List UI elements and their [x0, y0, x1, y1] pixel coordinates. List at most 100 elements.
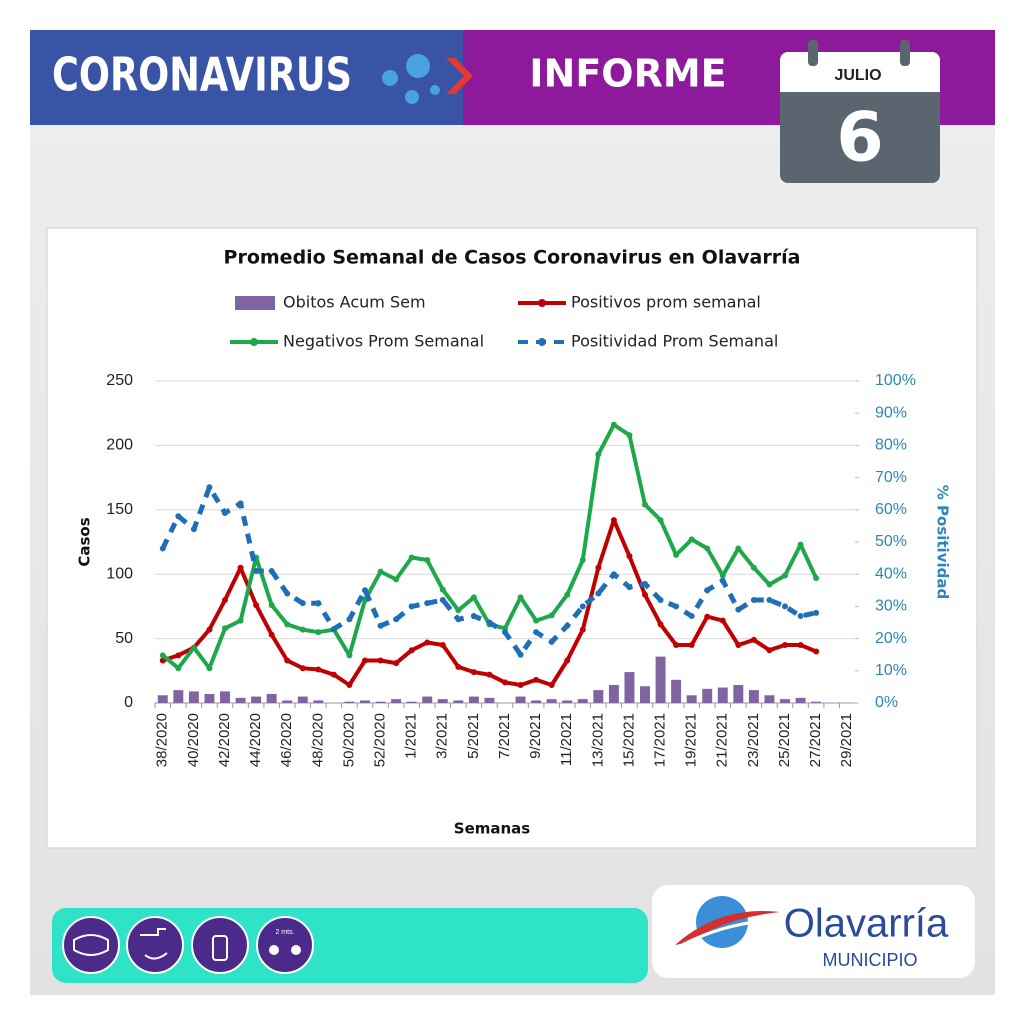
point — [782, 603, 788, 610]
bar — [640, 686, 650, 703]
x-tick-label: 52/2020 — [372, 713, 389, 767]
point — [284, 657, 291, 664]
point — [237, 617, 244, 624]
y2-tick-label: 50% — [875, 533, 907, 550]
point — [346, 681, 353, 688]
point — [719, 577, 726, 584]
point — [455, 663, 462, 670]
y-tick-label: 100 — [106, 565, 133, 582]
point — [377, 657, 384, 664]
legend-label: Positividad Prom Semanal — [571, 332, 778, 351]
point — [517, 651, 524, 658]
y2-tick-label: 90% — [875, 404, 907, 421]
point — [393, 660, 400, 667]
point — [206, 484, 213, 491]
bar — [468, 696, 479, 703]
legend-swatch — [235, 296, 275, 310]
point — [393, 616, 400, 623]
bar — [748, 690, 759, 703]
point — [750, 596, 757, 603]
chart-frame — [46, 227, 978, 849]
point — [455, 616, 462, 623]
point — [642, 501, 648, 508]
bar — [391, 699, 402, 703]
icons — [62, 916, 314, 974]
point — [408, 554, 415, 561]
x-tick-label: 42/2020 — [216, 713, 233, 767]
bar — [515, 696, 526, 703]
x-tick-label: 13/2021 — [589, 713, 606, 767]
x-tick-label: 11/2021 — [558, 713, 575, 766]
bar — [220, 691, 230, 703]
point — [813, 648, 820, 655]
y2-tick-label: 0% — [875, 694, 898, 711]
point — [362, 587, 368, 594]
x-tick-label: 7/2021 — [496, 713, 513, 759]
point — [175, 665, 182, 672]
bar — [702, 688, 713, 703]
point — [470, 594, 477, 601]
bar — [453, 700, 464, 703]
point — [735, 642, 742, 649]
point — [579, 603, 586, 610]
legend-label: Obitos Acum Sem — [283, 293, 426, 312]
point — [548, 681, 555, 688]
point — [782, 572, 788, 579]
x-tick-label: 46/2020 — [278, 713, 295, 767]
bar — [795, 697, 806, 703]
point — [424, 639, 431, 646]
point — [782, 642, 788, 649]
point — [315, 629, 322, 636]
point — [610, 421, 617, 428]
point — [222, 510, 228, 517]
bar — [780, 699, 790, 703]
point — [595, 564, 602, 571]
y2-tick-label: 30% — [875, 598, 907, 615]
point — [673, 603, 680, 610]
point — [564, 657, 571, 664]
point — [642, 591, 648, 598]
point — [517, 681, 524, 688]
virus-icon — [382, 54, 440, 104]
bar — [204, 693, 215, 703]
point — [206, 626, 213, 633]
point — [268, 631, 275, 638]
x-tick-label: 48/2020 — [309, 713, 326, 767]
x-tick-label: 1/2021 — [403, 713, 420, 759]
point — [626, 553, 633, 560]
point — [175, 513, 182, 520]
plot: 0 50 100 150 200 250 0% 10% 20% 30% 40% 50% 60% 70% 80… — [106, 293, 916, 768]
y2-tick-label: 10% — [875, 662, 907, 679]
point — [533, 676, 540, 683]
bar — [313, 700, 324, 703]
point — [533, 617, 540, 624]
point — [222, 625, 228, 632]
point — [797, 642, 804, 649]
point — [719, 617, 726, 624]
y-tick-label: 150 — [106, 501, 133, 518]
point — [330, 625, 337, 632]
point — [548, 638, 555, 645]
point — [159, 545, 166, 552]
legend-marker — [538, 299, 546, 307]
bar — [173, 690, 184, 703]
bar — [251, 696, 262, 703]
y-axis-title: Casos — [76, 517, 94, 566]
x-tick-label: 15/2021 — [620, 713, 637, 767]
y2-tick-label: 100% — [875, 372, 916, 389]
header-title: CORONAVIRUS — [52, 48, 352, 102]
point — [455, 607, 462, 614]
point — [579, 626, 586, 633]
point — [642, 580, 648, 587]
chart-title: Promedio Semanal de Casos Coronavirus en… — [224, 247, 801, 269]
point — [253, 567, 260, 574]
point — [315, 666, 322, 673]
bar — [282, 700, 293, 703]
point — [579, 557, 586, 564]
point — [564, 622, 571, 629]
point — [688, 613, 695, 620]
bar — [344, 701, 355, 703]
x-axis-title: Semanas — [454, 820, 531, 838]
point — [704, 545, 711, 552]
point — [190, 644, 197, 651]
